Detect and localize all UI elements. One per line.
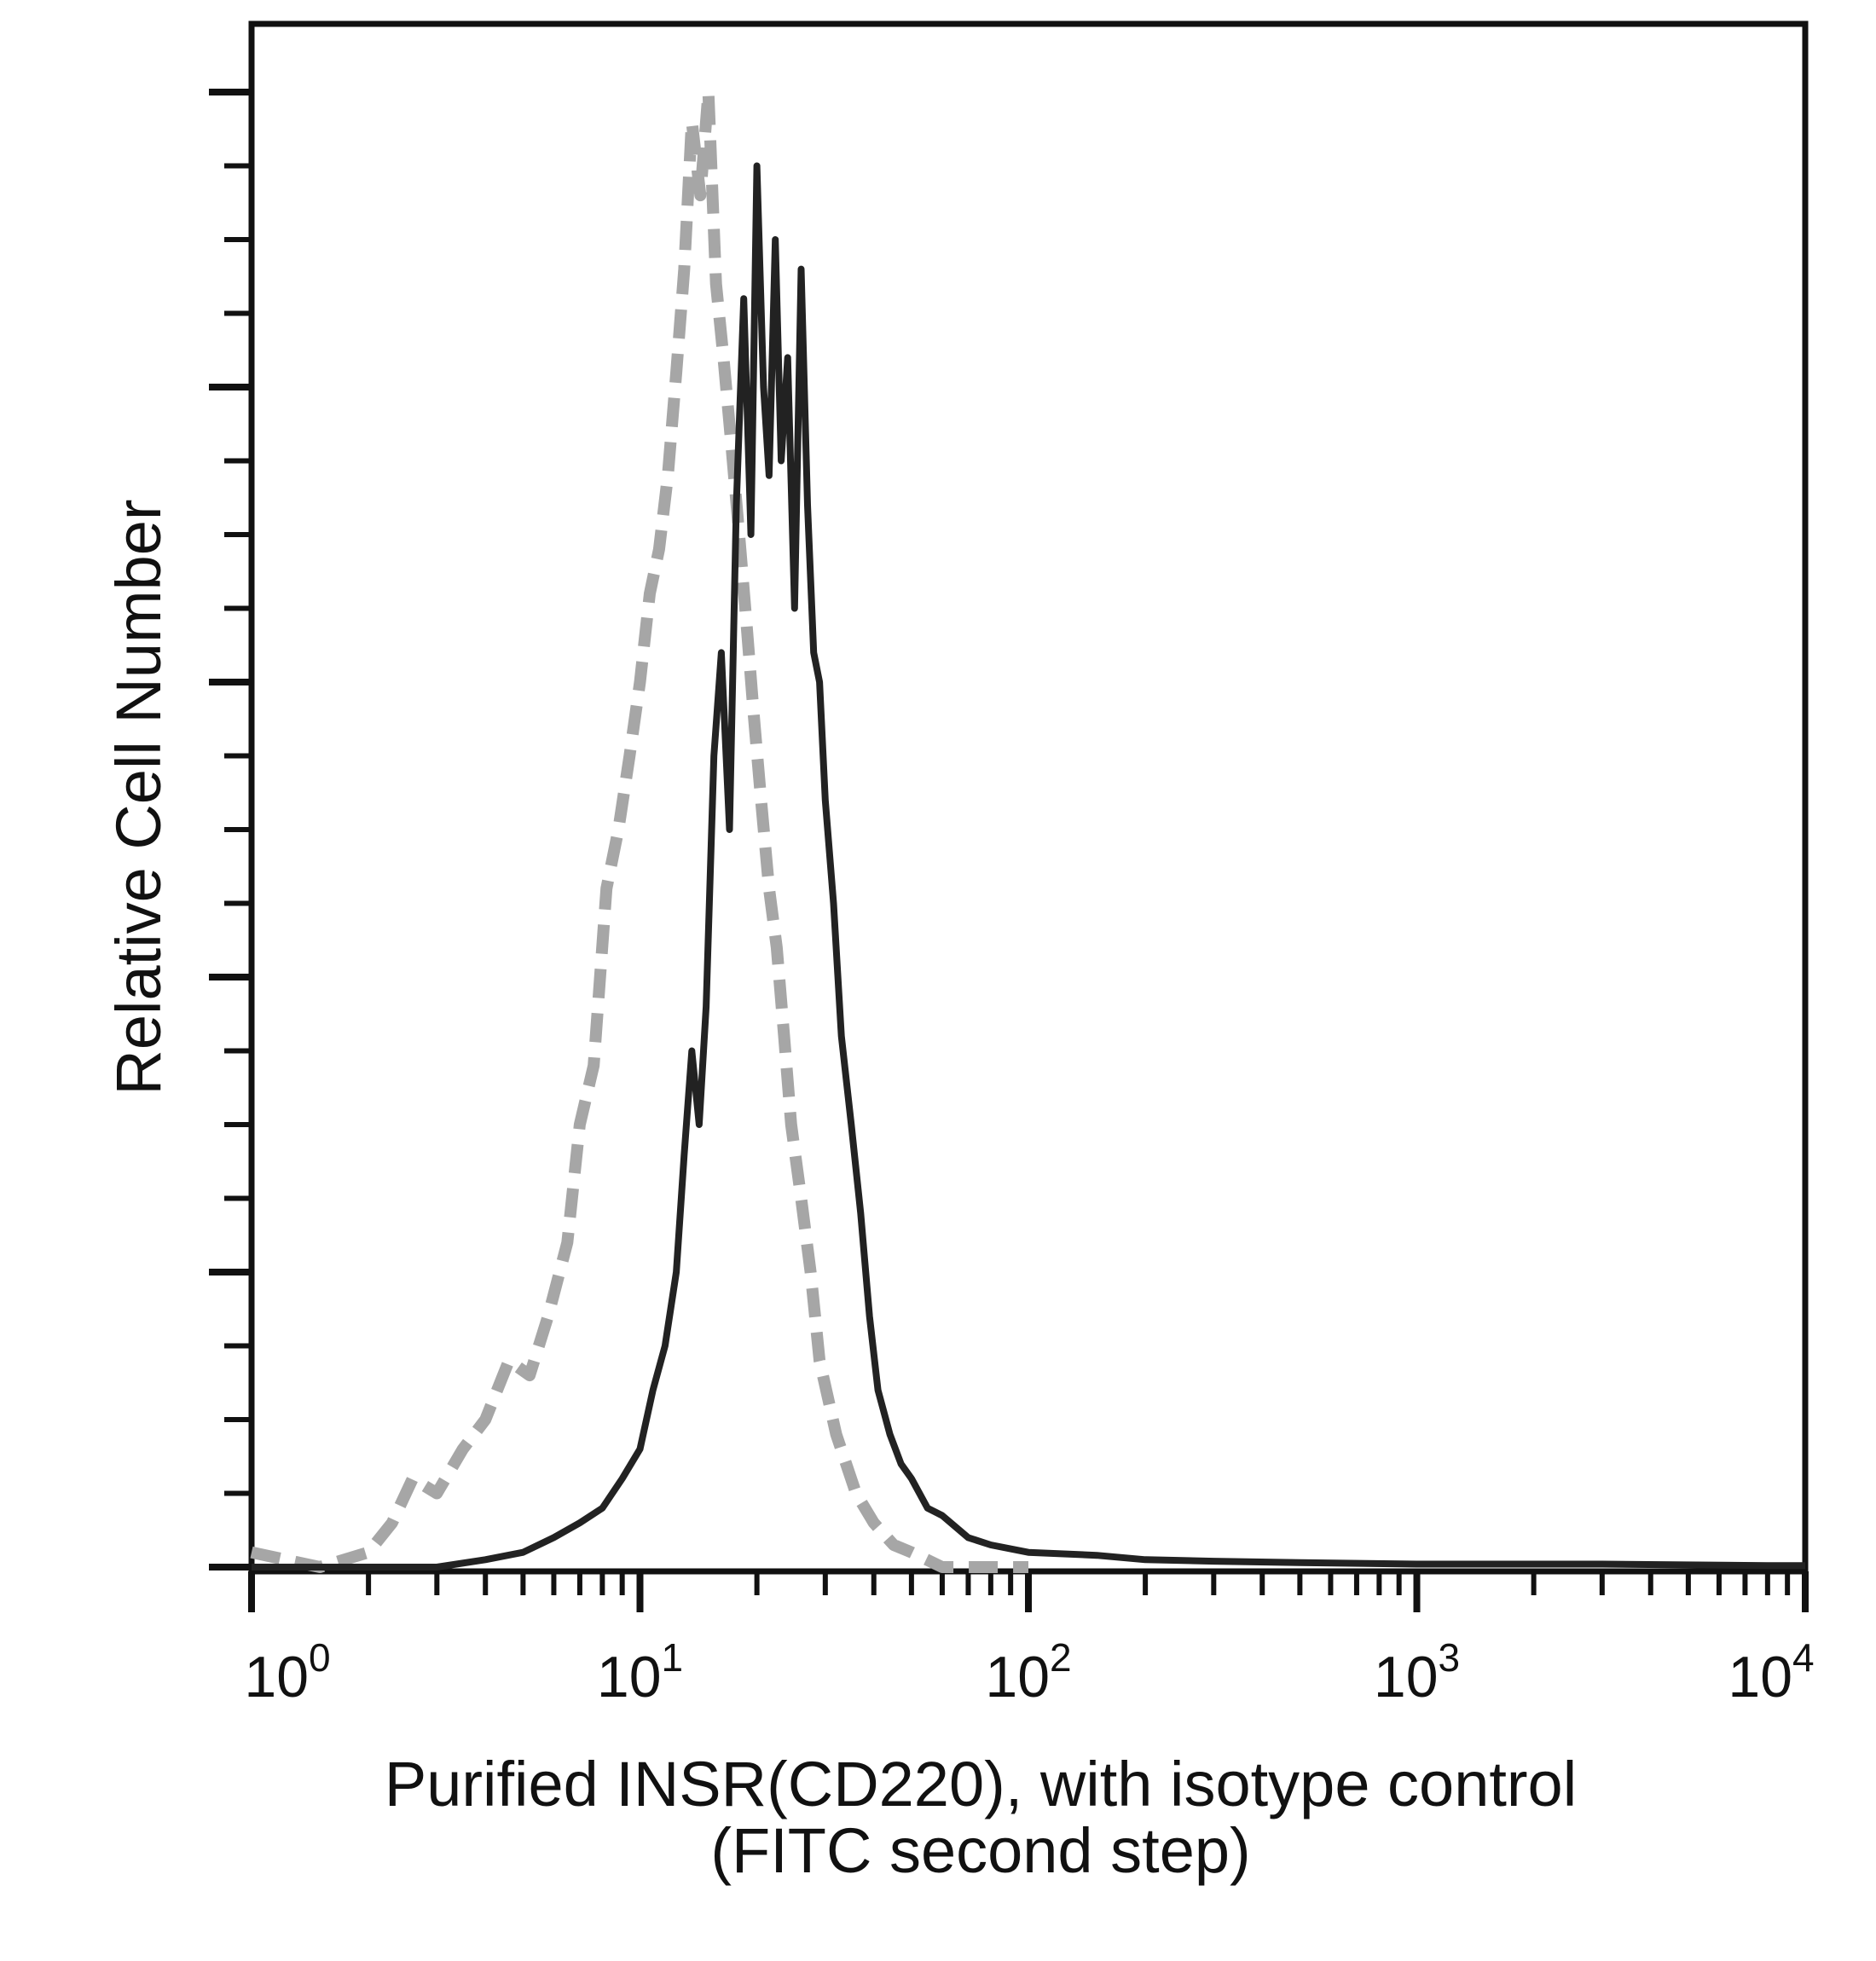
series-layer [250, 86, 1805, 1573]
x-tick-label: 103 [1374, 1635, 1460, 1709]
x-tick-labels: 100 101 102 103 104 [244, 1635, 1814, 1709]
x-axis-label-line-2: (FITC second step) [710, 1815, 1250, 1886]
x-tick-label: 102 [985, 1635, 1071, 1709]
y-axis-label: Relative Cell Number [103, 499, 174, 1095]
x-axis-label-line-1: Purified INSR(CD220), with isotype contr… [385, 1749, 1577, 1819]
x-tick-label: 101 [597, 1635, 683, 1709]
plot-frame [248, 20, 1809, 1575]
x-axis-ticks [248, 1571, 1809, 1612]
y-axis-ticks [209, 89, 252, 1571]
series-isotype-control-line [250, 86, 1028, 1573]
series-insr-line [252, 162, 1805, 1571]
x-tick-label: 100 [244, 1635, 330, 1709]
x-tick-label: 104 [1728, 1635, 1814, 1709]
